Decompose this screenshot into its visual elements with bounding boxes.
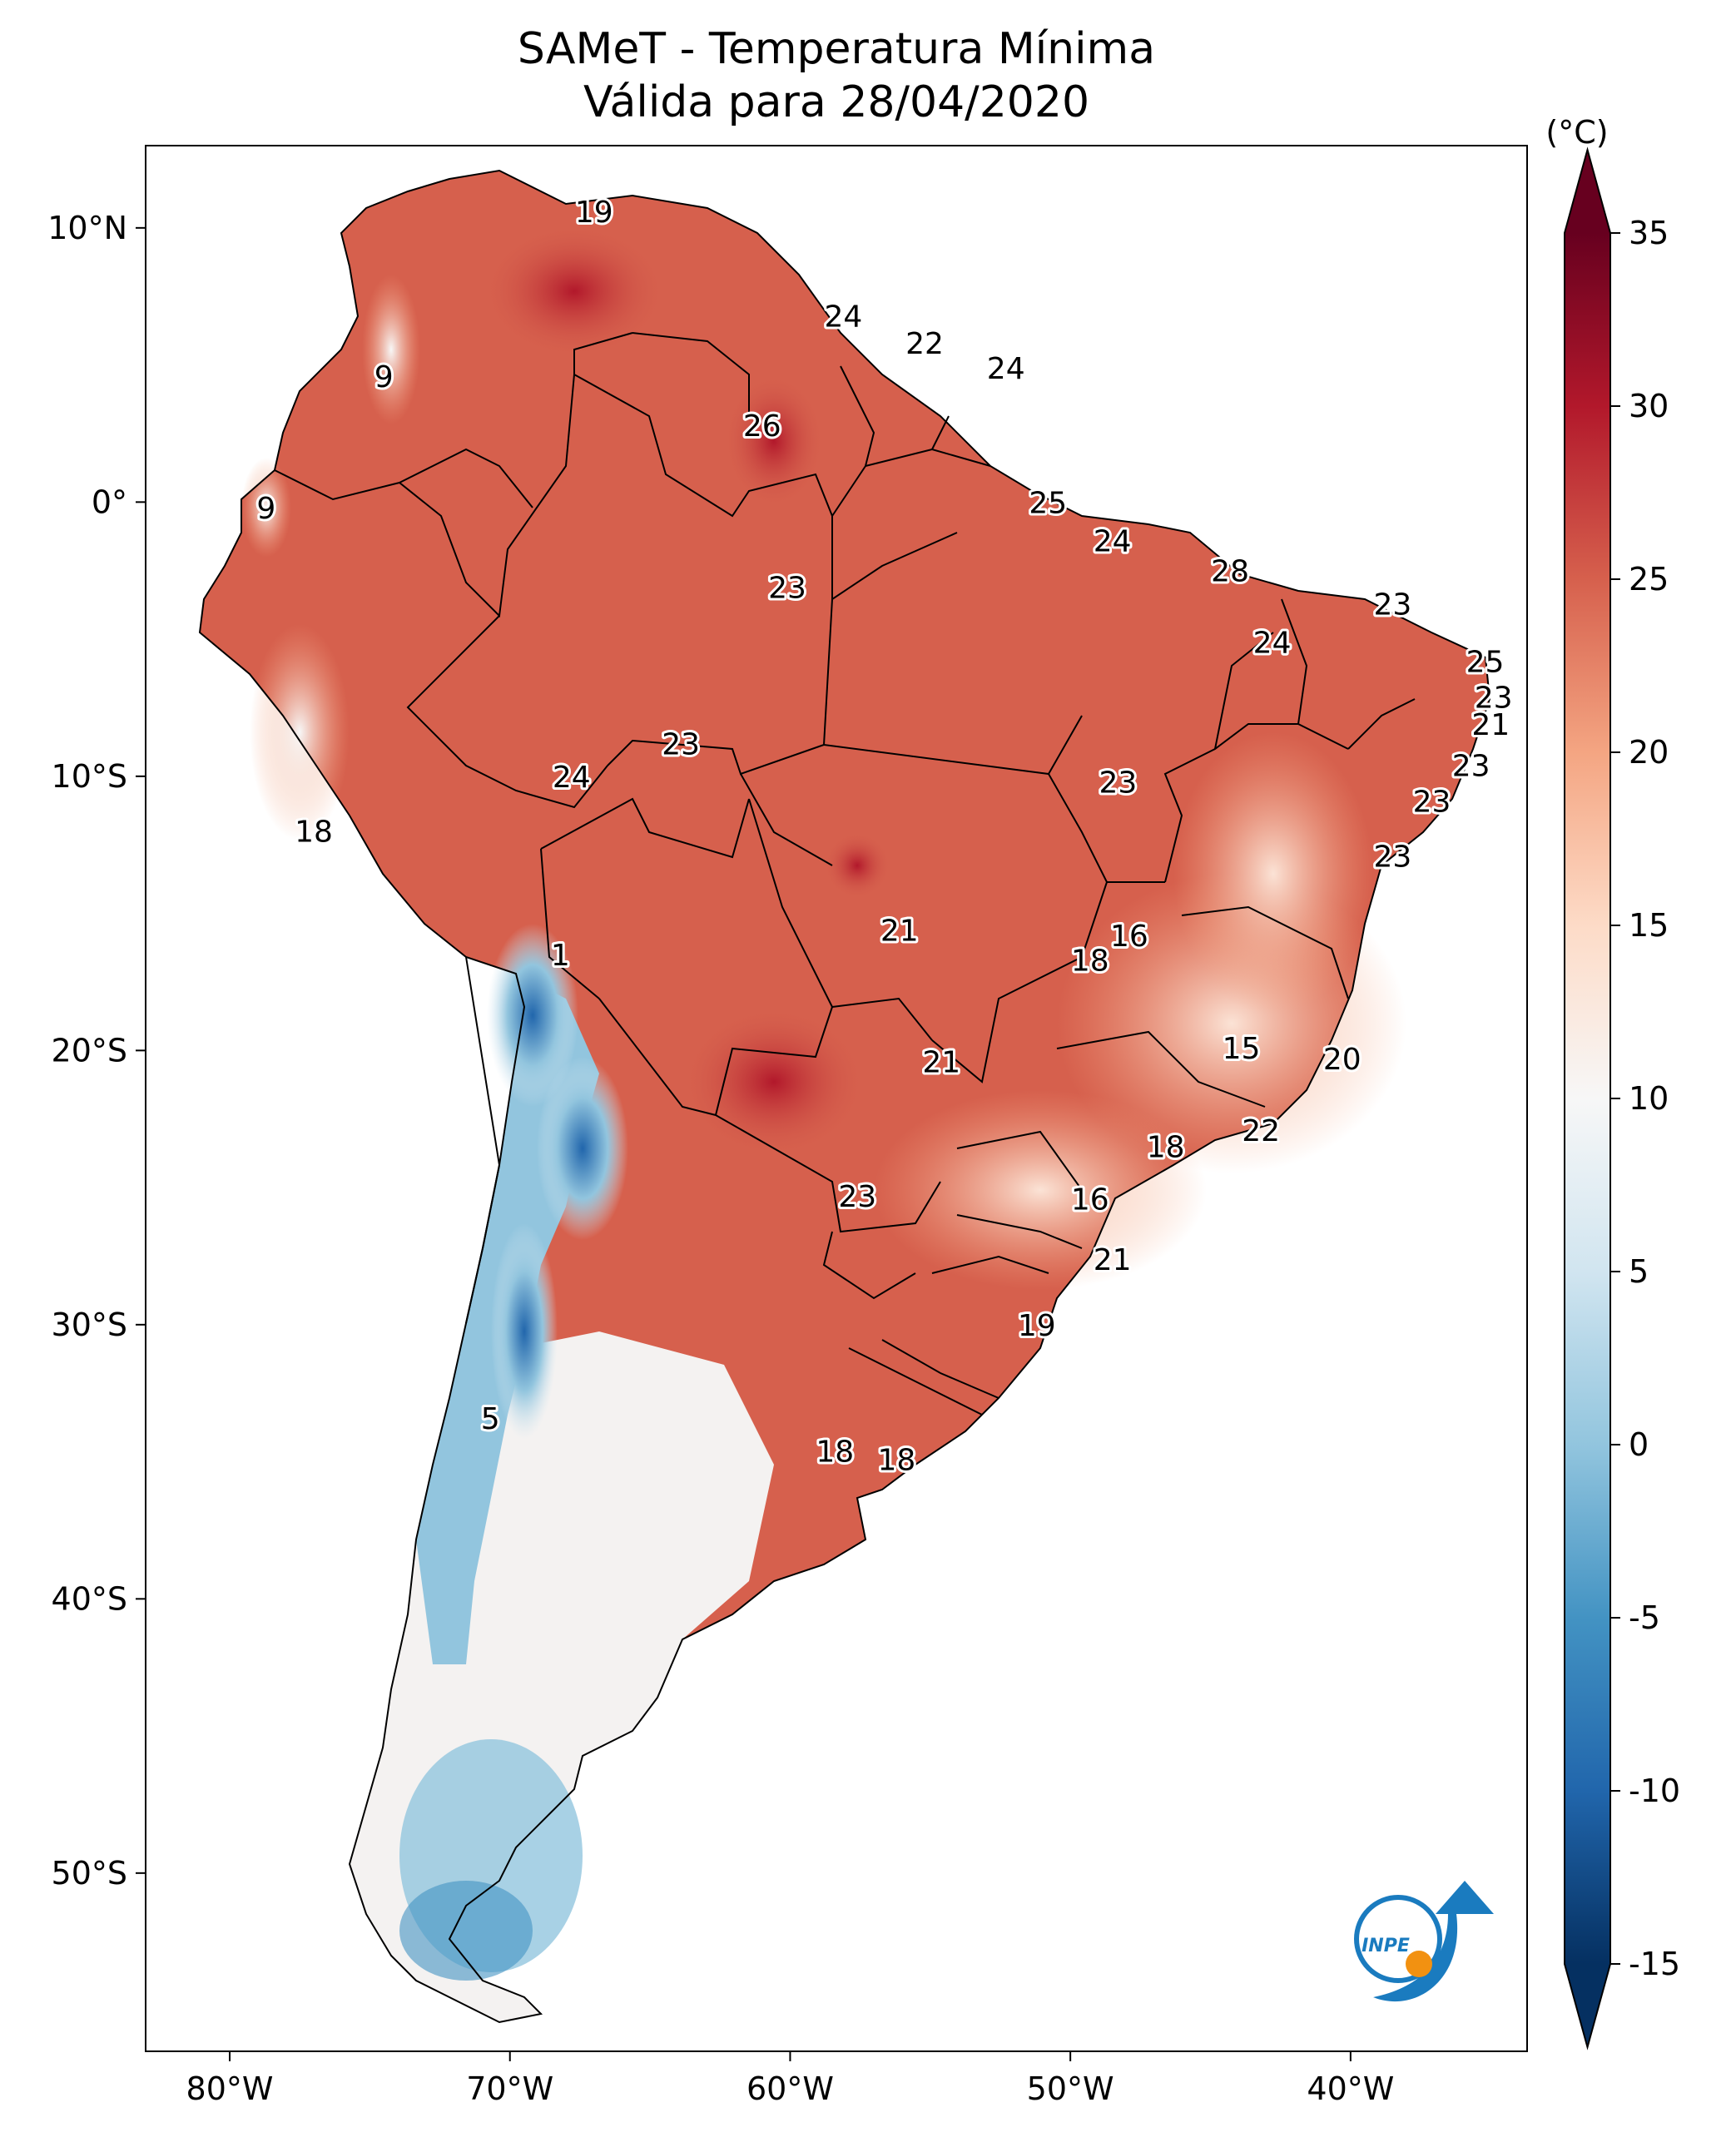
axis-ticks: 80°W 70°W 60°W 50°W 40°W 10°N 0° 10°S 20°S 30°S 40… bbox=[47, 210, 1394, 2107]
station-temperature-label: 21 bbox=[922, 1046, 960, 1080]
logo-dot bbox=[1406, 1951, 1432, 1977]
station-temperature-label: 28 bbox=[1211, 555, 1249, 589]
station-temperature-label: 19 bbox=[1018, 1309, 1056, 1343]
lat-tick-label: 40°S bbox=[52, 1580, 127, 1617]
lat-tick-label: 20°S bbox=[52, 1032, 127, 1069]
station-temperature-label: 24 bbox=[987, 352, 1025, 386]
station-temperature-label: 25 bbox=[1029, 486, 1067, 520]
logo-text: INPE bbox=[1362, 1936, 1410, 1956]
station-temperature-label: 18 bbox=[1147, 1131, 1185, 1165]
station-temperature-label: 22 bbox=[1242, 1114, 1280, 1148]
colorbar-tick-label: 35 bbox=[1629, 215, 1669, 251]
station-temperature-label: 16 bbox=[1110, 920, 1148, 954]
station-temperature-label: 21 bbox=[880, 914, 919, 948]
colorbar-tick-label: -10 bbox=[1629, 1773, 1680, 1809]
station-temperature-label: 1 bbox=[551, 939, 570, 973]
logo-swoosh bbox=[1373, 1914, 1458, 2002]
map-content bbox=[198, 169, 1491, 2024]
lat-tick-label: 0° bbox=[92, 483, 127, 520]
station-temperature-label: 9 bbox=[256, 492, 275, 526]
station-temperature-label: 23 bbox=[662, 727, 700, 761]
lon-tick-label: 50°W bbox=[1027, 2070, 1114, 2107]
colorbar-tick-label: 30 bbox=[1629, 388, 1669, 424]
lon-tick-label: 70°W bbox=[466, 2070, 553, 2107]
andes-altiplano-cold bbox=[487, 924, 578, 1107]
colorbar-tick-label: 5 bbox=[1629, 1253, 1649, 1290]
station-temperature-label: 18 bbox=[1071, 945, 1109, 979]
colorbar-unit-label: (°C) bbox=[1545, 114, 1608, 151]
station-temperature-label: 21 bbox=[1094, 1243, 1132, 1277]
colorbar-min-arrow bbox=[1565, 1964, 1610, 2047]
station-temperature-label: 23 bbox=[1373, 588, 1411, 622]
station-temperature-label: 21 bbox=[1471, 708, 1510, 742]
colorbar-gradient bbox=[1565, 233, 1610, 1964]
station-temperature-label: 9 bbox=[374, 360, 394, 394]
station-temperature-label: 24 bbox=[1094, 524, 1132, 558]
colorbar: (°C) 35 30 25 20 15 10 5 0 -5 -10 -15 bbox=[1545, 114, 1680, 2050]
station-temperature-label: 15 bbox=[1223, 1032, 1261, 1066]
station-labels: 1999262422242524282324252321232323232324… bbox=[254, 193, 1515, 1480]
map-subtitle: Válida para 28/04/2020 bbox=[583, 77, 1090, 127]
map-frame-border bbox=[145, 145, 1528, 2052]
logo-arrow bbox=[1436, 1881, 1494, 1914]
station-temperature-label: 16 bbox=[1071, 1183, 1109, 1217]
hot-zone-mato-grosso bbox=[824, 832, 890, 899]
patagonia-dark-zone bbox=[399, 1881, 533, 1981]
station-temperature-label: 23 bbox=[838, 1180, 876, 1214]
andes-peru-cool bbox=[250, 624, 350, 840]
andes-colombia-cool bbox=[362, 275, 420, 424]
lat-tick-label: 10°N bbox=[47, 210, 127, 246]
station-temperature-label: 23 bbox=[768, 571, 806, 605]
political-borders bbox=[198, 169, 1491, 2024]
station-temperature-label: 23 bbox=[1452, 750, 1490, 784]
station-temperature-label: 23 bbox=[1475, 681, 1513, 715]
andes-central-cold bbox=[537, 1057, 628, 1240]
station-temperature-label: 23 bbox=[1413, 785, 1451, 819]
station-temperature-label: 24 bbox=[825, 300, 863, 334]
andes-south-cold bbox=[491, 1223, 558, 1440]
colorbar-tick-label: 0 bbox=[1629, 1426, 1649, 1463]
colorbar-tick-label: 25 bbox=[1629, 561, 1669, 598]
map-title: SAMeT - Temperatura Mínima bbox=[517, 24, 1156, 74]
station-temperature-label: 26 bbox=[743, 409, 781, 444]
colorbar-tick-label: -5 bbox=[1629, 1599, 1660, 1636]
colorbar-tick-label: 10 bbox=[1629, 1080, 1669, 1117]
cool-zone-bahia bbox=[1173, 732, 1373, 1015]
lat-tick-label: 10°S bbox=[52, 758, 127, 795]
colorbar-ticks: 35 30 25 20 15 10 5 0 -5 -10 -15 bbox=[1610, 215, 1680, 1982]
andes-ecuador-cool bbox=[241, 458, 291, 558]
station-temperature-label: 5 bbox=[481, 1402, 500, 1436]
inpe-logo: INPE bbox=[1354, 1881, 1494, 2002]
station-temperature-label: 24 bbox=[1253, 626, 1292, 660]
station-temperature-label: 24 bbox=[553, 761, 591, 795]
colorbar-tick-label: 20 bbox=[1629, 734, 1669, 771]
hot-zone-chaco bbox=[682, 1007, 866, 1157]
lon-tick-label: 60°W bbox=[746, 2070, 834, 2107]
andes-cold-strip bbox=[250, 674, 599, 1664]
lat-tick-label: 30°S bbox=[52, 1307, 127, 1343]
station-temperature-label: 25 bbox=[1466, 645, 1505, 679]
station-temperature-label: 20 bbox=[1323, 1043, 1362, 1077]
cool-zone-south-brazil bbox=[874, 1090, 1207, 1290]
station-temperature-label: 22 bbox=[905, 327, 944, 361]
colorbar-max-arrow bbox=[1565, 150, 1610, 233]
logo-ring bbox=[1354, 1895, 1442, 1983]
lon-tick-label: 40°W bbox=[1307, 2070, 1394, 2107]
station-temperature-label: 23 bbox=[1373, 840, 1411, 874]
station-temperature-label: 19 bbox=[575, 196, 613, 230]
colorbar-tick-label: -15 bbox=[1629, 1946, 1680, 1982]
station-temperature-label: 23 bbox=[1099, 766, 1137, 800]
station-temperature-label: 18 bbox=[295, 816, 333, 850]
station-temperature-label: 18 bbox=[877, 1443, 915, 1477]
lon-tick-label: 80°W bbox=[186, 2070, 274, 2107]
station-temperature-label: 18 bbox=[816, 1435, 854, 1469]
lat-tick-label: 50°S bbox=[52, 1855, 127, 1892]
colorbar-tick-label: 15 bbox=[1629, 907, 1669, 944]
hot-zone-venezuela bbox=[483, 225, 666, 358]
